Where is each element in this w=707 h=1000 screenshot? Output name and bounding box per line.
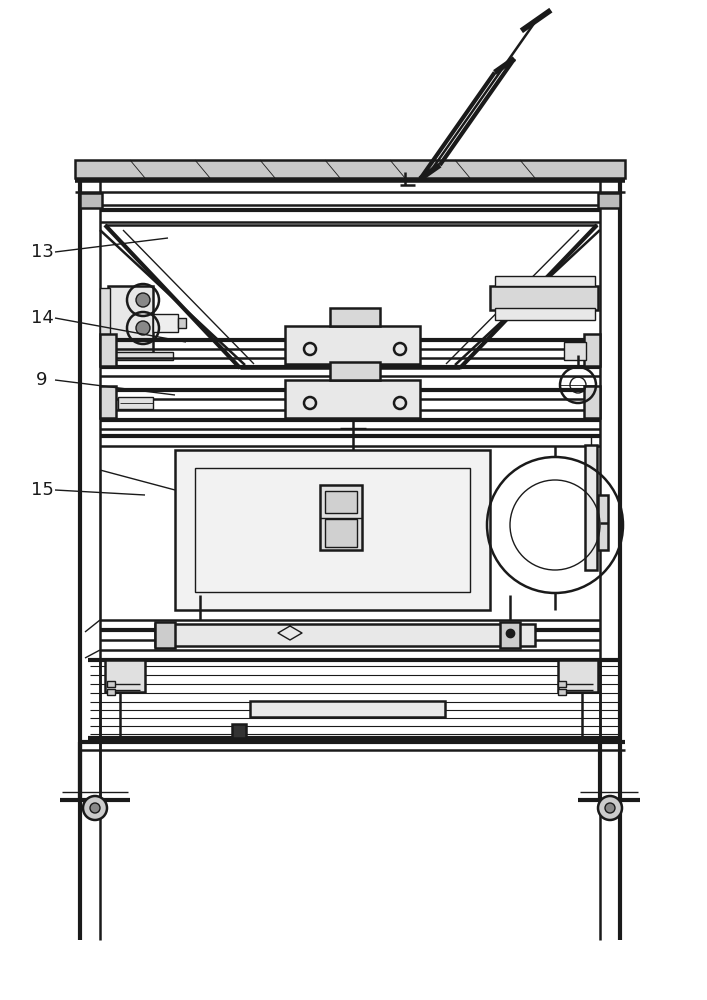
- Bar: [100, 288, 110, 354]
- Bar: [495, 276, 595, 286]
- Bar: [80, 193, 102, 208]
- Bar: [285, 326, 420, 364]
- Bar: [178, 318, 186, 328]
- Bar: [105, 660, 145, 692]
- Bar: [107, 681, 115, 687]
- Bar: [490, 286, 598, 310]
- Bar: [100, 386, 116, 418]
- Bar: [584, 334, 600, 366]
- Bar: [325, 491, 357, 513]
- Bar: [108, 286, 153, 356]
- Bar: [100, 334, 116, 366]
- Bar: [250, 701, 445, 717]
- Bar: [585, 445, 597, 570]
- Circle shape: [598, 796, 622, 820]
- Bar: [598, 193, 620, 208]
- Bar: [153, 314, 178, 332]
- Bar: [108, 352, 173, 360]
- Bar: [107, 689, 115, 695]
- Circle shape: [83, 796, 107, 820]
- Bar: [155, 624, 535, 646]
- Circle shape: [90, 803, 100, 813]
- Circle shape: [605, 803, 615, 813]
- Bar: [500, 622, 520, 648]
- Bar: [118, 397, 153, 409]
- Circle shape: [136, 293, 150, 307]
- Bar: [495, 308, 595, 320]
- Circle shape: [136, 321, 150, 335]
- Bar: [195, 468, 470, 592]
- Bar: [285, 380, 420, 418]
- Bar: [75, 160, 625, 178]
- Bar: [155, 622, 175, 648]
- Bar: [330, 308, 380, 326]
- Bar: [558, 689, 566, 695]
- Bar: [598, 495, 608, 550]
- Text: 14: 14: [30, 309, 54, 327]
- Bar: [564, 342, 586, 360]
- Bar: [558, 660, 598, 692]
- Bar: [175, 450, 490, 610]
- Bar: [330, 362, 380, 380]
- Text: 13: 13: [30, 243, 54, 261]
- Bar: [325, 519, 357, 547]
- Bar: [558, 681, 566, 687]
- Bar: [232, 724, 246, 738]
- Bar: [584, 386, 600, 418]
- Bar: [320, 485, 362, 550]
- Text: 9: 9: [36, 371, 48, 389]
- Text: 15: 15: [30, 481, 54, 499]
